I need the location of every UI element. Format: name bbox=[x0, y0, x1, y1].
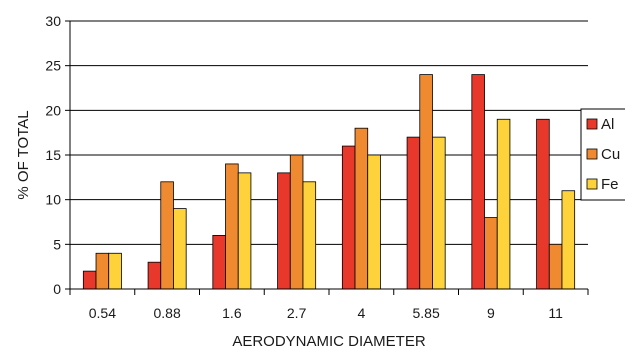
x-tick-label: 9 bbox=[487, 305, 495, 321]
y-tick-labels: 0 5 10 15 20 25 30 bbox=[45, 13, 61, 297]
bar-cu-0.88 bbox=[160, 181, 174, 290]
legend-label-al: Al bbox=[601, 116, 614, 133]
x-tick-label: 4 bbox=[357, 305, 365, 321]
bars bbox=[82, 74, 576, 290]
bar-al-0.54 bbox=[82, 270, 97, 290]
x-tick-label: 0.88 bbox=[154, 305, 181, 321]
bar-cu-2.7 bbox=[289, 154, 304, 290]
x-tick-label: 2.7 bbox=[287, 305, 307, 321]
y-tick-label: 20 bbox=[45, 102, 61, 118]
y-tick-label: 5 bbox=[53, 236, 61, 252]
bar-al-4 bbox=[341, 145, 356, 290]
bar-fe-0.88 bbox=[173, 208, 187, 290]
legend-swatch-al bbox=[586, 118, 598, 130]
x-axis-title: AERODYNAMIC DIAMETER bbox=[232, 333, 426, 350]
x-tick-labels: 0.54 0.88 1.6 2.7 4 5.85 9 11 bbox=[89, 305, 563, 321]
y-tick-label: 10 bbox=[45, 192, 61, 208]
y-axis-title: % OF TOTAL bbox=[15, 110, 32, 199]
x-tick-label: 1.6 bbox=[222, 305, 242, 321]
bar-al-2.7 bbox=[277, 172, 291, 290]
legend: Al Cu Fe bbox=[580, 108, 625, 201]
y-tick-label: 0 bbox=[53, 281, 61, 297]
x-tick-label: 11 bbox=[548, 305, 563, 321]
bar-cu-11 bbox=[548, 243, 563, 290]
bar-cu-0.54 bbox=[95, 252, 110, 290]
bar-cu-4 bbox=[354, 127, 369, 290]
bar-cu-5.85 bbox=[419, 74, 433, 290]
bar-fe-5.85 bbox=[432, 136, 446, 290]
bar-al-9 bbox=[471, 74, 485, 290]
bar-al-11 bbox=[536, 118, 550, 290]
legend-swatch-cu bbox=[586, 148, 598, 160]
bar-fe-9 bbox=[496, 118, 511, 290]
bar-cu-9 bbox=[484, 217, 498, 290]
y-tick-label: 30 bbox=[45, 13, 61, 29]
bar-cu-1.6 bbox=[225, 163, 239, 290]
x-tick-label: 0.54 bbox=[89, 305, 116, 321]
y-tick-label: 15 bbox=[45, 147, 61, 163]
legend-label-fe: Fe bbox=[601, 176, 619, 193]
x-tick-label: 5.85 bbox=[413, 305, 440, 321]
bar-fe-11 bbox=[561, 190, 576, 290]
axes bbox=[65, 20, 589, 295]
bar-al-1.6 bbox=[212, 234, 226, 290]
bar-fe-1.6 bbox=[237, 172, 252, 290]
bar-al-5.85 bbox=[406, 136, 421, 290]
bar-fe-0.54 bbox=[108, 252, 122, 290]
y-tick-label: 25 bbox=[45, 58, 61, 74]
legend-label-cu: Cu bbox=[601, 146, 620, 163]
legend-swatch-fe bbox=[586, 178, 598, 190]
bar-fe-2.7 bbox=[302, 181, 317, 290]
bar-al-0.88 bbox=[147, 261, 162, 290]
bar-fe-4 bbox=[367, 154, 381, 290]
